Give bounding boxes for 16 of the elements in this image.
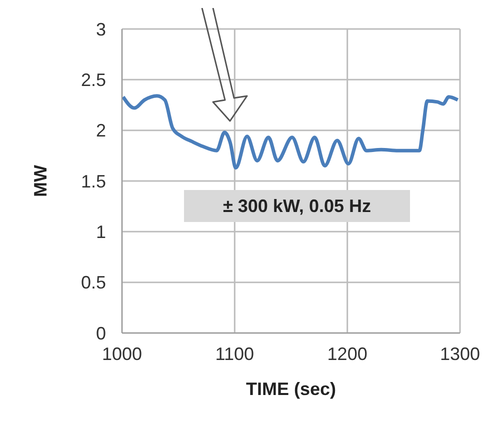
y-tick-label: 2.5 [80, 70, 106, 90]
y-tick-label: 1.5 [80, 171, 106, 192]
annotation: ± 300 kW, 0.05 Hz [223, 196, 371, 216]
x-tick-label: 1300 [440, 344, 480, 364]
y-tick-label: 0 [96, 323, 106, 344]
note-box: ± 300 kW, 0.05 Hz [184, 190, 410, 222]
x-axis-title: TIME (sec) [246, 379, 336, 399]
y-tick-label: 1 [96, 222, 106, 242]
y-axis-title: MW [30, 165, 50, 197]
y-tick-label: 3 [96, 19, 106, 40]
x-tick-label: 1000 [102, 344, 142, 364]
x-tick-label: 1200 [327, 344, 368, 364]
y-tick-label: 2 [96, 120, 106, 141]
line-series [122, 94, 460, 170]
x-tick-label: 1100 [215, 344, 254, 364]
y-tick-label: 0.5 [80, 272, 106, 293]
